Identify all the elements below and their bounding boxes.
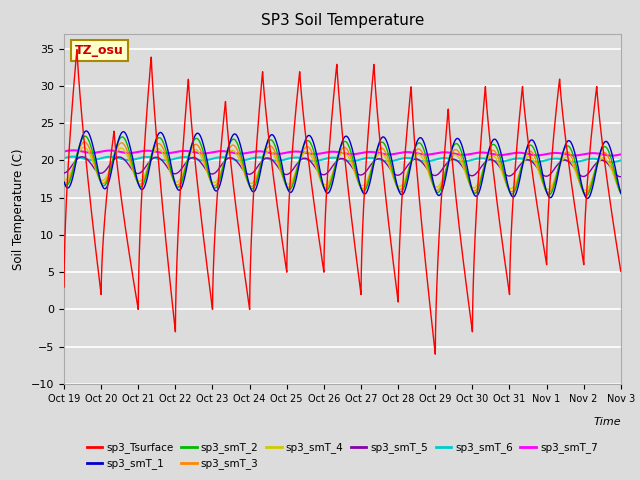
Title: SP3 Soil Temperature: SP3 Soil Temperature — [260, 13, 424, 28]
Text: Time: Time — [593, 417, 621, 427]
Legend: sp3_Tsurface, sp3_smT_1, sp3_smT_2, sp3_smT_3, sp3_smT_4, sp3_smT_5, sp3_smT_6, : sp3_Tsurface, sp3_smT_1, sp3_smT_2, sp3_… — [83, 438, 602, 474]
Y-axis label: Soil Temperature (C): Soil Temperature (C) — [12, 148, 26, 270]
Text: TZ_osu: TZ_osu — [75, 44, 124, 57]
